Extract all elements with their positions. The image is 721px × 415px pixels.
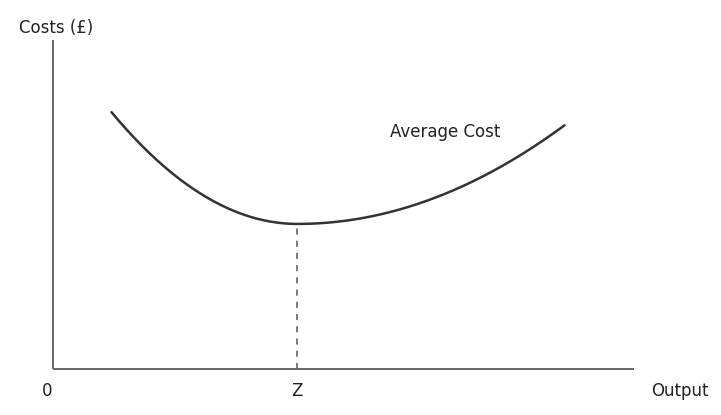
Text: Output: Output [652, 382, 709, 400]
Text: 0: 0 [43, 382, 53, 400]
Text: Average Cost: Average Cost [390, 123, 500, 141]
Text: Z: Z [291, 382, 303, 400]
Text: Costs (£): Costs (£) [19, 19, 93, 37]
